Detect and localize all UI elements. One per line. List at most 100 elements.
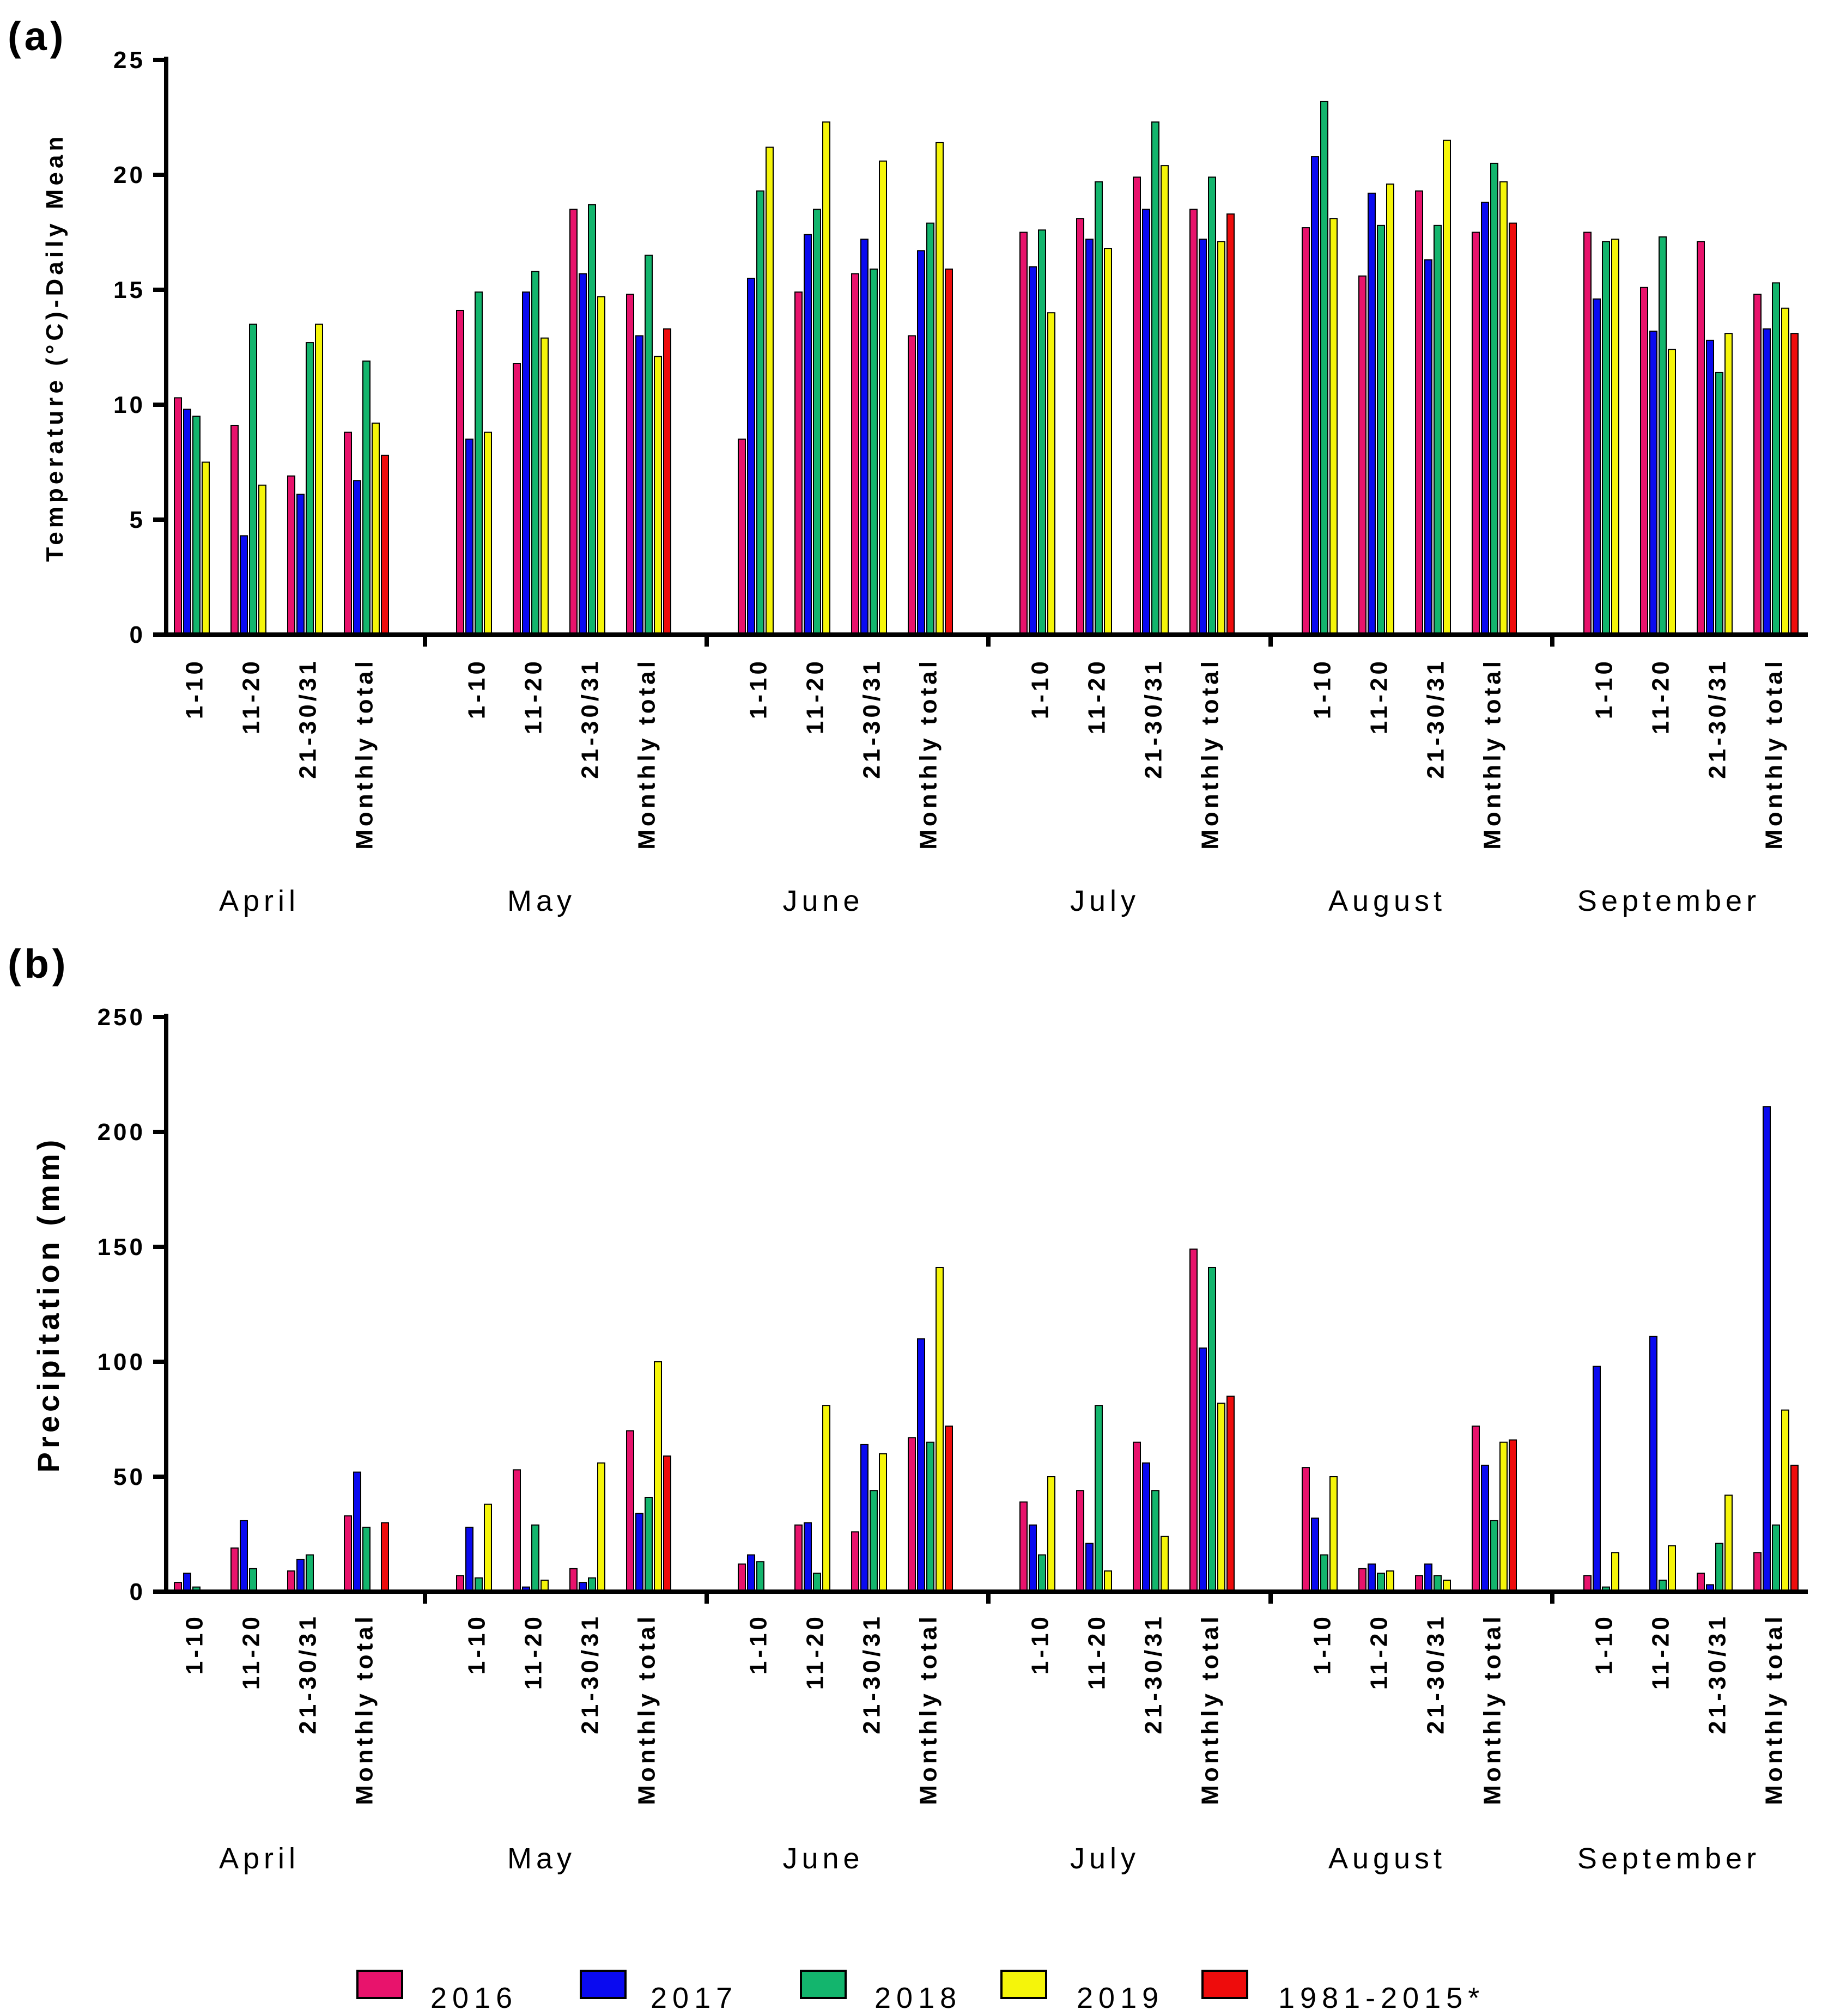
bar [926, 222, 934, 635]
bar [1133, 176, 1141, 636]
bar [597, 1462, 605, 1592]
x-tick-label: 1-10 [745, 658, 772, 719]
y-tick-label: 100 [98, 1349, 145, 1375]
bar [1649, 1336, 1657, 1593]
bar [626, 1430, 634, 1593]
bar [192, 416, 201, 635]
bar [1772, 282, 1780, 635]
bar [908, 1437, 916, 1592]
y-tick-label: 25 [113, 47, 145, 74]
x-tick-label: Monthly total [1197, 1613, 1224, 1805]
legend-label: 2019 [1077, 1982, 1164, 2014]
month-label: July [1070, 1842, 1140, 1875]
bar [1499, 1441, 1508, 1592]
x-tick-label: 21-30/31 [577, 658, 604, 779]
bar [1753, 1552, 1762, 1593]
x-tick-label: Monthly total [351, 1613, 378, 1805]
bar [1602, 241, 1610, 635]
y-tick-label: 250 [98, 1004, 145, 1031]
bar [258, 484, 266, 635]
legend-label: 2017 [651, 1982, 738, 2014]
precipitation-chart: (b) Precipitation (mm) 0 50 100 150 200 250 1-10… [8, 941, 1808, 1875]
x-tick-label: 11-20 [1648, 1613, 1674, 1690]
bar [645, 1496, 653, 1592]
bar [635, 1513, 643, 1593]
bar [1611, 239, 1619, 636]
x-tick-label: 11-20 [1648, 658, 1674, 734]
bar [353, 480, 361, 635]
month-label: April [219, 885, 300, 917]
bar [822, 1405, 830, 1592]
bar [1368, 192, 1376, 635]
x-tick-label: 21-30/31 [859, 658, 885, 779]
bar [475, 291, 483, 635]
bar [1715, 1543, 1723, 1592]
bar [1047, 1476, 1055, 1592]
x-tick-label: 1-10 [1027, 658, 1054, 719]
x-tick-label: 21-30/31 [859, 1613, 885, 1734]
bar [569, 209, 578, 635]
panel-label: (b) [8, 941, 69, 986]
bar [747, 277, 755, 635]
bar [344, 1515, 352, 1592]
y-axis-label: Temperature (°C)-Daily Mean [41, 133, 68, 562]
bar [804, 234, 812, 636]
bar [1715, 371, 1723, 635]
bar [1095, 181, 1103, 636]
bar [1085, 1543, 1094, 1592]
bar [1019, 1501, 1028, 1592]
bar [860, 1444, 869, 1592]
x-tick-label: 11-20 [1084, 1613, 1110, 1690]
bar [230, 1547, 239, 1593]
bar [531, 271, 539, 635]
bar [1358, 1568, 1367, 1593]
legend-label: 1981-2015* [1278, 1982, 1485, 2014]
month-label: May [507, 1842, 576, 1875]
y-tick-label: 0 [130, 1579, 145, 1605]
x-tick-label: 21-30/31 [295, 658, 321, 779]
bar [813, 1573, 821, 1592]
bar [287, 1570, 295, 1593]
x-tick-label: 1-10 [1309, 1613, 1336, 1674]
bar [597, 296, 605, 635]
bar [804, 1522, 812, 1592]
bar [240, 1520, 248, 1592]
bar [1593, 1366, 1601, 1592]
x-tick-label: 21-30/31 [1423, 658, 1449, 779]
x-tick-label: Monthly total [1761, 1613, 1788, 1805]
month-label: August [1328, 1842, 1446, 1875]
x-tick-label: 11-20 [520, 1613, 547, 1690]
month-label: August [1328, 885, 1446, 917]
bar [1047, 312, 1055, 635]
bar [822, 121, 830, 635]
bar [1029, 1524, 1037, 1593]
bar [626, 294, 634, 635]
bar [1490, 1520, 1498, 1592]
bar [635, 335, 643, 635]
bar [522, 291, 530, 635]
bar [738, 1563, 746, 1593]
bar [1668, 1545, 1676, 1593]
legend-label: 2018 [874, 1982, 962, 2014]
y-tick-label: 15 [113, 277, 145, 303]
x-tick-label: 11-20 [1366, 658, 1393, 734]
bar [1415, 190, 1423, 636]
x-tick-label: 21-30/31 [1704, 658, 1731, 779]
x-tick-label: Monthly total [1197, 658, 1224, 850]
bar [569, 1568, 578, 1593]
bar [1019, 232, 1028, 635]
bar [1386, 1570, 1394, 1593]
bar [1076, 218, 1084, 635]
bar [1329, 1476, 1338, 1592]
bar [1076, 1490, 1084, 1593]
bar [1753, 294, 1762, 635]
legend-swatch [1201, 1970, 1248, 1999]
bar [1104, 248, 1112, 636]
bar [1509, 1439, 1517, 1592]
bar [1038, 1554, 1046, 1592]
bar [1217, 241, 1225, 635]
bar [484, 1503, 492, 1592]
bar [1038, 229, 1046, 635]
bar [1490, 162, 1498, 635]
